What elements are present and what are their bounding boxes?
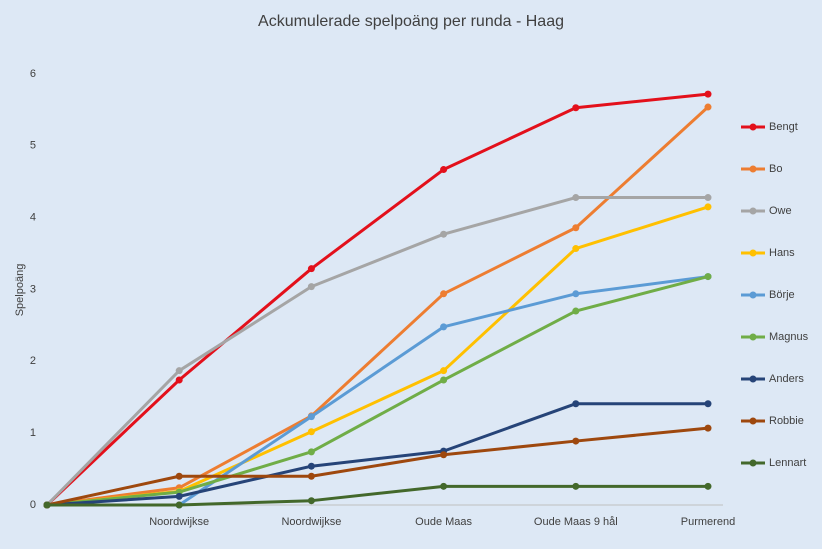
point	[572, 104, 580, 112]
legend-label: Bo	[769, 163, 782, 175]
legend-marker	[749, 123, 757, 131]
point	[440, 290, 448, 298]
y-tick-label: 1	[30, 427, 36, 439]
y-tick-label: 2	[30, 355, 36, 367]
point	[440, 451, 448, 459]
legend-marker	[749, 459, 757, 467]
series-line	[47, 275, 709, 507]
point	[572, 437, 580, 445]
point	[440, 367, 448, 375]
y-tick-label: 6	[30, 68, 36, 80]
series-line	[46, 402, 708, 507]
series-line	[46, 426, 709, 507]
legend-marker	[749, 417, 757, 425]
legend-marker	[749, 291, 757, 299]
y-tick-label: 3	[30, 283, 36, 295]
point	[704, 482, 712, 490]
point	[307, 472, 315, 480]
point	[307, 448, 315, 456]
point	[572, 224, 580, 232]
point	[704, 103, 712, 111]
x-tick-label: Oude Maas	[415, 516, 472, 528]
series-line	[46, 275, 709, 507]
y-axis-label: Spelpoäng	[14, 264, 26, 317]
x-tick-label: Purmerend	[681, 516, 735, 528]
point	[175, 376, 183, 384]
y-tick-label: 5	[30, 140, 36, 152]
point	[704, 194, 712, 202]
point	[175, 472, 183, 480]
point	[440, 482, 448, 490]
legend-marker	[749, 165, 757, 173]
legend-label: Anders	[769, 373, 804, 385]
point	[307, 462, 315, 470]
point	[572, 400, 580, 408]
point	[572, 245, 580, 253]
point	[175, 367, 183, 375]
point	[704, 400, 712, 408]
legend-label: Bengt	[769, 121, 798, 133]
legend-marker	[749, 375, 757, 383]
point	[572, 307, 580, 315]
point	[307, 283, 315, 291]
y-tick-label: 4	[30, 212, 36, 224]
point	[307, 265, 315, 273]
point	[704, 203, 712, 211]
point	[43, 501, 51, 509]
point	[440, 323, 448, 331]
point	[440, 376, 448, 384]
point	[440, 166, 448, 174]
point	[175, 492, 183, 500]
point	[572, 194, 580, 202]
point	[307, 428, 315, 436]
point	[704, 424, 712, 432]
legend-marker	[749, 249, 757, 257]
point	[704, 273, 712, 281]
point	[704, 90, 712, 98]
point	[572, 290, 580, 298]
legend-marker	[749, 207, 757, 215]
y-tick-label: 0	[30, 499, 36, 511]
point	[307, 413, 315, 421]
legend-marker	[749, 333, 757, 341]
legend-label: Lennart	[769, 457, 806, 469]
x-tick-label: Noordwijkse	[281, 516, 341, 528]
point	[572, 482, 580, 490]
point	[175, 501, 183, 509]
legend-label: Owe	[769, 205, 792, 217]
x-tick-label: Oude Maas 9 hål	[534, 516, 618, 528]
chart-title: Ackumulerade spelpoäng per runda - Haag	[258, 13, 564, 30]
series-line	[47, 484, 708, 507]
legend-label: Magnus	[769, 331, 809, 343]
legend-label: Robbie	[769, 415, 804, 427]
series-line	[46, 105, 710, 507]
point	[440, 230, 448, 238]
series-line	[45, 196, 708, 507]
x-tick-label: Noordwijkse	[149, 516, 209, 528]
legend-label: Börje	[769, 289, 795, 301]
legend-label: Hans	[769, 247, 795, 259]
point	[307, 497, 315, 505]
series-line	[45, 92, 709, 507]
